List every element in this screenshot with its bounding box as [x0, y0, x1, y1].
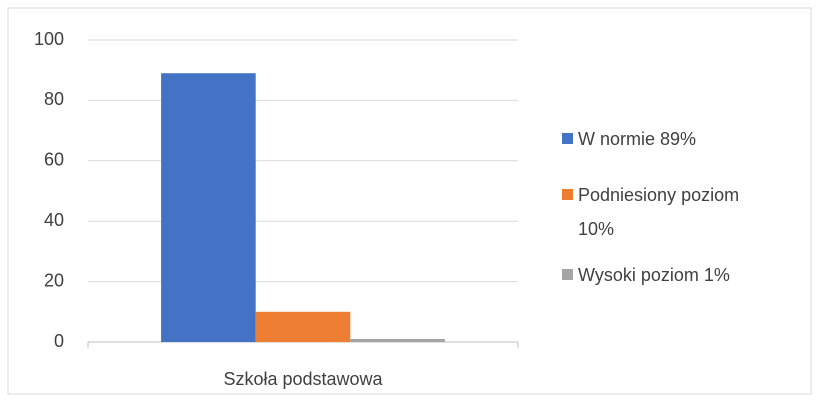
legend-swatch [562, 269, 573, 280]
y-tick-label: 0 [54, 331, 64, 351]
legend-swatch [562, 133, 573, 144]
legend-item: W normie 89% [562, 122, 762, 156]
y-tick-label: 80 [44, 89, 64, 109]
legend-item: Podniesiony poziom 10% [562, 178, 762, 246]
legend-swatch [562, 189, 573, 200]
legend-label: Podniesiony poziom 10% [578, 185, 740, 239]
y-tick-label: 100 [34, 29, 64, 49]
legend-label: W normie 89% [578, 129, 697, 149]
legend-label: Wysoki poziom 1% [578, 265, 730, 285]
bar [255, 311, 351, 342]
y-tick-label: 60 [44, 150, 64, 170]
y-tick-label: 20 [44, 270, 64, 290]
x-tick-label: Szkoła podstawowa [223, 369, 383, 389]
legend-item: Wysoki poziom 1% [562, 258, 762, 292]
bar [350, 338, 445, 342]
bar [161, 73, 256, 342]
chart-border [7, 7, 812, 395]
y-tick-label: 40 [44, 210, 64, 230]
